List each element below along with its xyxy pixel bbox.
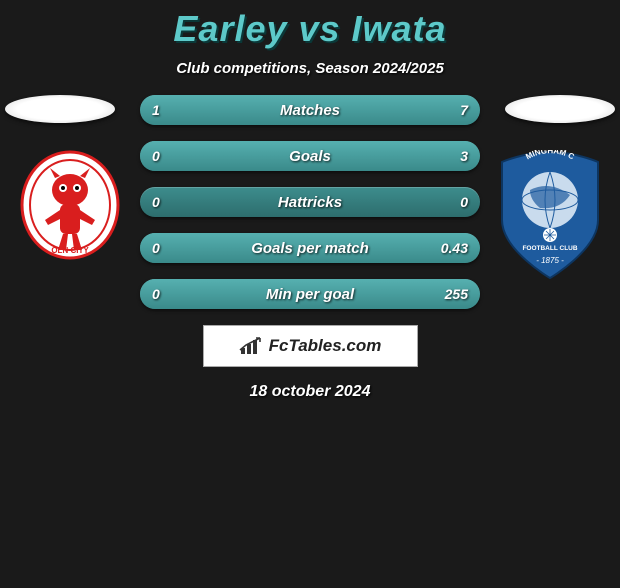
stat-value-left: 0 — [152, 286, 160, 302]
stat-value-left: 1 — [152, 102, 160, 118]
lincoln-city-icon: OLN CITY — [20, 150, 120, 260]
stat-value-left: 0 — [152, 194, 160, 210]
stat-value-right: 7 — [460, 102, 468, 118]
stat-row: 0 0.43 Goals per match — [140, 233, 480, 263]
bar-chart-icon — [239, 336, 263, 356]
comparison-title: Earley vs Iwata — [0, 8, 620, 50]
club-crest-right: MINGHAM C FOOTBALL CLUB - 1875 - — [500, 150, 600, 260]
stat-label: Goals — [289, 148, 331, 165]
stat-label: Goals per match — [251, 240, 369, 257]
season-subtitle: Club competitions, Season 2024/2025 — [0, 60, 620, 77]
stat-value-right: 0.43 — [441, 240, 468, 256]
stat-value-right: 255 — [445, 286, 468, 302]
stat-label: Matches — [280, 102, 340, 119]
player-name-plate-left — [5, 95, 115, 123]
stat-row: 0 0 Hattricks — [140, 187, 480, 217]
svg-text:- 1875 -: - 1875 - — [536, 256, 564, 265]
svg-text:OLN CITY: OLN CITY — [51, 246, 89, 255]
birmingham-city-icon: MINGHAM C FOOTBALL CLUB - 1875 - — [500, 150, 600, 280]
stat-fill-left — [140, 95, 181, 125]
stat-value-left: 0 — [152, 148, 160, 164]
stat-value-right: 0 — [460, 194, 468, 210]
player-name-plate-right — [505, 95, 615, 123]
club-crest-left: OLN CITY — [20, 150, 120, 260]
stat-value-right: 3 — [460, 148, 468, 164]
stat-row: 0 255 Min per goal — [140, 279, 480, 309]
svg-text:FOOTBALL CLUB: FOOTBALL CLUB — [522, 245, 577, 252]
brand-text: FcTables.com — [269, 336, 382, 356]
stat-row: 1 7 Matches — [140, 95, 480, 125]
stat-label: Hattricks — [278, 194, 342, 211]
stat-label: Min per goal — [266, 286, 354, 303]
brand-badge[interactable]: FcTables.com — [203, 325, 418, 367]
stat-value-left: 0 — [152, 240, 160, 256]
comparison-panel: OLN CITY MINGHAM C FOOTBALL CLUB - 1875 … — [0, 95, 620, 401]
snapshot-date: 18 october 2024 — [0, 383, 620, 401]
stats-list: 1 7 Matches 0 3 Goals 0 0 Hattricks 0 0.43 Goals pe… — [140, 95, 480, 309]
stat-row: 0 3 Goals — [140, 141, 480, 171]
